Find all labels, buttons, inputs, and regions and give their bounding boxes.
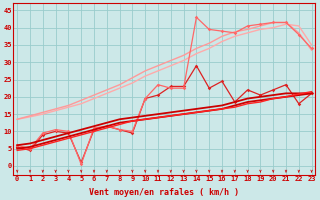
X-axis label: Vent moyen/en rafales ( km/h ): Vent moyen/en rafales ( km/h ) <box>89 188 239 197</box>
